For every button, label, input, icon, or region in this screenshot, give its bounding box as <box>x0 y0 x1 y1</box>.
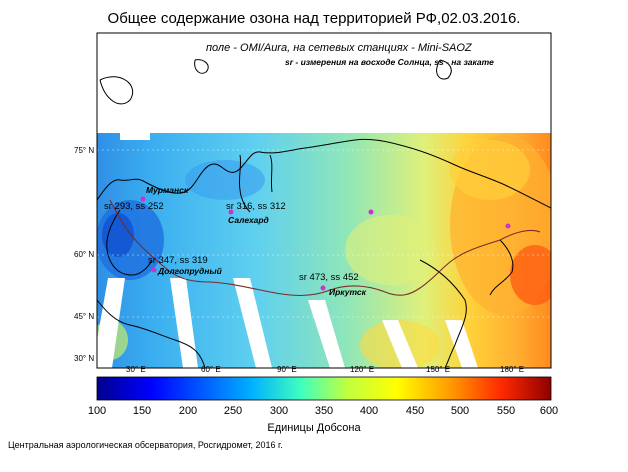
colorbar-label: Единицы Добсона <box>267 422 361 434</box>
station-marker-extra-2 <box>505 223 511 229</box>
lon-label-60: 60° E <box>201 365 221 374</box>
colorbar-tick: 200 <box>178 405 198 417</box>
lon-label-30: 30° E <box>126 365 146 374</box>
colorbar-tick: 400 <box>359 405 379 417</box>
ozone-field <box>97 33 551 368</box>
station-name-irkutsk: Иркутск <box>329 287 366 297</box>
colorbar-tick: 500 <box>450 405 470 417</box>
map-frame <box>96 32 552 369</box>
colorbar-tick: 450 <box>405 405 425 417</box>
map-subtitle: поле - OMI/Aura, на сетевых станциях - M… <box>206 42 472 54</box>
station-name-murmansk: Мурманск <box>146 185 189 195</box>
colorbar-tick: 550 <box>496 405 516 417</box>
lat-label-30: 30° N <box>74 354 95 363</box>
station-marker-salekhard <box>228 209 234 215</box>
colorbar-tick: 100 <box>87 405 107 417</box>
coastlines <box>97 59 551 368</box>
station-measure-irkutsk: sr 473, ss 452 <box>299 272 359 283</box>
station-measure-salekhard: sr 316, ss 312 <box>226 201 286 212</box>
lat-label-75: 75° N <box>74 146 95 155</box>
colorbar-tick: 250 <box>223 405 243 417</box>
station-measure-dolgoprudny: sr 347, ss 319 <box>148 255 208 266</box>
colorbar-tick: 300 <box>269 405 289 417</box>
lon-label-150: 150° E <box>426 365 451 374</box>
lon-label-90: 90° E <box>277 365 297 374</box>
station-name-salekhard: Салехард <box>228 215 269 225</box>
colorbar <box>96 376 552 401</box>
station-marker-dolgoprudny <box>151 267 157 273</box>
colorbar-tick: 350 <box>314 405 334 417</box>
lon-label-120: 120° E <box>350 365 375 374</box>
station-marker-irkutsk <box>320 285 326 291</box>
colorbar-tick: 600 <box>539 405 559 417</box>
lat-label-60: 60° N <box>74 250 95 259</box>
russia-border <box>109 199 541 297</box>
footer-credit: Центральная аэрологическая обсерватория,… <box>8 440 283 450</box>
colorbar-tick: 150 <box>132 405 152 417</box>
station-marker-murmansk <box>140 196 146 202</box>
station-measure-murmansk: sr 293, ss 252 <box>104 201 164 212</box>
lat-label-45: 45° N <box>74 312 95 321</box>
map-title: Общее содержание озона над территорией Р… <box>107 10 521 27</box>
station-markers <box>140 196 511 291</box>
measurement-note: sr - измерения на восходе Солнца, ss - н… <box>285 57 494 67</box>
lon-label-180: 180° E <box>500 365 525 374</box>
station-name-dolgoprudny: Долгопрудный <box>158 266 222 276</box>
station-marker-extra-1 <box>368 209 374 215</box>
